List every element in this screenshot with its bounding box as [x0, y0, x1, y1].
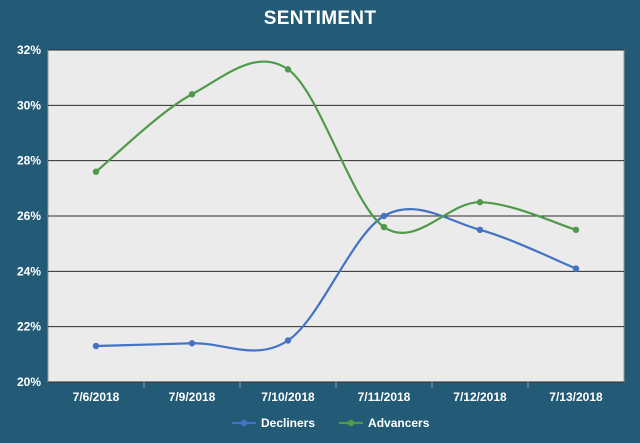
legend-marker-decliners [240, 419, 248, 427]
data-point-advancers [188, 91, 196, 98]
y-tick-label: 30% [17, 98, 41, 112]
data-point-advancers [476, 198, 484, 206]
x-tick-label: 7/9/2018 [169, 390, 216, 404]
data-point-advancers [92, 168, 100, 175]
y-tick-label: 32% [17, 43, 41, 57]
legend-label-decliners: Decliners [261, 416, 315, 430]
y-axis-ticks: 20% 22% 24% 26% 28% 30% 32% [17, 43, 41, 389]
data-point-decliners [476, 226, 484, 234]
data-point-decliners [284, 337, 292, 344]
data-point-advancers [572, 226, 580, 234]
x-tick-label: 7/10/2018 [261, 390, 315, 404]
y-tick-label: 24% [17, 264, 41, 278]
data-point-decliners [92, 342, 100, 350]
x-tick-label: 7/13/2018 [549, 390, 603, 404]
data-point-decliners [188, 340, 196, 347]
x-tick-label: 7/11/2018 [358, 390, 411, 404]
x-tick-label: 7/6/2018 [73, 390, 120, 404]
chart-title: SENTIMENT [263, 8, 377, 29]
data-point-decliners [572, 265, 580, 272]
legend-label-advancers: Advancers [368, 416, 430, 430]
x-axis-ticks: 7/6/2018 7/9/2018 7/10/2018 7/11/2018 7/12/2… [73, 382, 603, 404]
y-tick-label: 26% [17, 209, 41, 223]
legend: Decliners Advancers [232, 416, 430, 430]
x-tick-label: 7/12/2018 [453, 390, 507, 404]
y-tick-label: 20% [17, 375, 41, 389]
series-layer [92, 60, 580, 352]
y-tick-label: 22% [17, 320, 41, 334]
data-point-advancers [284, 66, 292, 73]
data-point-decliners [380, 212, 388, 220]
data-point-advancers [380, 223, 388, 231]
legend-marker-advancers [347, 419, 355, 427]
y-tick-label: 28% [17, 154, 41, 168]
